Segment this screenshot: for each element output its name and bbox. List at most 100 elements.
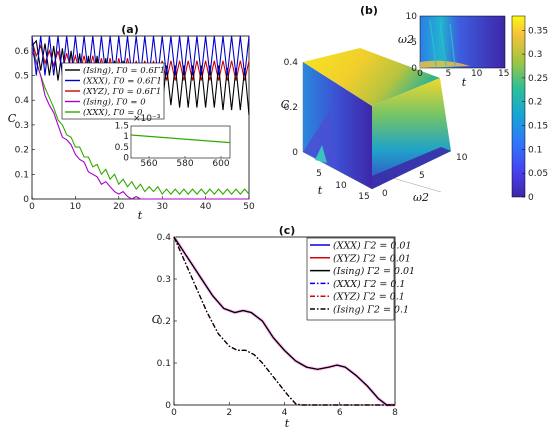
panel-c-label: (c): [279, 224, 296, 237]
panel-a-xtick-label: 50: [243, 202, 255, 212]
panel-c-xtick-label: 6: [337, 408, 343, 418]
panel-c-lines: [172, 236, 395, 407]
panel-b-surface-slope: [372, 78, 451, 189]
panel-a-xtick-label: 10: [70, 202, 82, 212]
panel-b-inset-stripes: [429, 19, 456, 67]
panel-b-inset-map: [419, 15, 506, 69]
panel-b: (b) 0 0.2 0.4 5 10 15 0 5 10 t ω2 C 0 5 10 15 0 5: [281, 4, 548, 204]
panel-b-inset-xtick-label: 5: [445, 69, 451, 79]
panel-c-ticks: 0 2 4 6 8 0 0.1 0.2 0.3 0.4: [157, 233, 398, 418]
panel-b-surface-spike: [315, 145, 327, 163]
panel-a-series-line: [31, 50, 249, 200]
panel-c-ylabel: C: [152, 313, 161, 326]
panel-c-ytick-label: 0: [165, 401, 171, 411]
panel-a-legend-entry: (Ising), Γ0 = 0: [83, 97, 146, 108]
panel-c-legend-entry: (XXX) Γ2 = 0.01: [333, 241, 412, 252]
panel-b-inset-ytick-label: 10: [406, 12, 418, 22]
panel-b-inset-ylabel: ω2: [398, 33, 414, 46]
panel-c-legend-entry: (Ising) Γ2 = 0.1: [333, 305, 409, 316]
panel-c-series-line: [173, 236, 395, 406]
panel-c-ytick-label: 0.2: [157, 317, 171, 327]
panel-a-inset-frame: [130, 125, 231, 159]
panel-b-inset-xtick-label: 0: [417, 69, 423, 79]
panel-c-ytick-label: 0.1: [157, 359, 171, 369]
panel-b-colorbar-tick-label: 0.25: [528, 74, 548, 84]
panel-c-legend-entry: (XYZ) Γ2 = 0.1: [333, 292, 405, 303]
panel-c-xtick-label: 8: [392, 408, 398, 418]
panel-a-series-line: [31, 45, 250, 196]
panel-b-ztick-label: 0: [292, 148, 298, 158]
panel-a-inset-xtick-label: 580: [176, 159, 193, 169]
panel-a-ytick-label: 0: [23, 195, 29, 205]
panel-a-xtick-label: 30: [156, 202, 168, 212]
panel-b-surface-floor-front: [372, 147, 451, 189]
panel-b-ytick-label: 10: [456, 153, 468, 163]
panel-b-colorbar-tick-label: 0: [528, 193, 534, 203]
panel-b-colorbar-tick-label: 0.3: [528, 50, 542, 60]
panel-b-colorbar-tick-label: 0.05: [528, 169, 548, 179]
panel-b-colorbar: 0 0.05 0.1 0.15 0.2 0.25 0.3 0.35: [511, 15, 548, 203]
panel-b-ytick-label: 5: [419, 171, 425, 181]
panel-a-inset-ytick-label: 1: [123, 132, 129, 142]
panel-b-surface-plateau: [303, 48, 440, 106]
panel-a-inset: 560 580 600 00.511.5 ×10⁻³: [115, 114, 231, 169]
panel-b-colorbar-bar: [511, 15, 526, 198]
panel-c-xtick-label: 2: [226, 408, 232, 418]
panel-a-xlabel: t: [138, 209, 143, 222]
panel-b-inset-ytick-label: 5: [411, 38, 417, 48]
panel-a-inset-ytick-label: 0.5: [115, 143, 129, 153]
panel-c-legend: (XXX) Γ2 = 0.01(XYZ) Γ2 = 0.01 (Ising) Γ2…: [306, 237, 415, 321]
panel-a-inset-xtick-label: 560: [140, 159, 157, 169]
panel-b-inset-ytick-label: 0: [411, 64, 417, 74]
panel-c-xtick-label: 4: [282, 408, 288, 418]
panel-b-colorbar-tick-label: 0.35: [528, 26, 548, 36]
panel-a-legend-entry: (XXX), Γ0 = 0.6Γ1: [83, 76, 162, 87]
panel-a-legend-entry: (XXX), Γ0 = 0: [83, 107, 143, 118]
panel-a-ylabel: C: [8, 112, 17, 125]
panel-b-inset-xtick-label: 10: [471, 69, 483, 79]
panel-c-ytick-label: 0.3: [157, 275, 171, 285]
panel-c-xtick-label: 0: [171, 408, 177, 418]
panel-a-inset-xtick-label: 600: [212, 159, 229, 169]
panel-c-legend-entry: (XXX) Γ2 = 0.1: [333, 279, 405, 290]
panel-c-ytick-label: 0.4: [157, 233, 172, 243]
panel-a-ytick-label: 0.5: [15, 72, 29, 82]
panel-b-inset-xlabel: t: [462, 76, 467, 89]
panel-b-colorbar-tick-label: 0.1: [528, 145, 542, 155]
panel-a-ytick-label: 0.4: [15, 96, 30, 106]
panel-b-xtick-label: 5: [316, 169, 322, 179]
panel-b-label: (b): [360, 4, 378, 17]
panel-a-label: (a): [121, 23, 138, 36]
panel-b-ytick-label: 0: [382, 189, 388, 199]
panel-b-xlabel: t: [318, 184, 323, 197]
panel-a-ytick-label: 0.6: [15, 47, 30, 57]
panel-b-inset: 0 5 10 15 0 5 10 t ω2: [398, 12, 509, 89]
panel-a-inset-ytick-label: 1.5: [115, 122, 129, 132]
panel-a-ytick-label: 0.3: [15, 121, 29, 131]
panel-b-xtick-label: 10: [335, 181, 347, 191]
panel-b-xtick-label: 15: [358, 192, 369, 202]
panel-a-xtick-label: 0: [29, 202, 35, 212]
panel-a-inset-line: [130, 134, 231, 144]
panel-b-colorbar-tick-label: 0.15: [528, 122, 548, 132]
panel-b-colorbar-tick-label: 0.2: [528, 98, 542, 108]
panel-a-legend-entry: (Ising), Γ0 = 0.6Γ1: [83, 65, 165, 76]
panel-c-xlabel: t: [285, 417, 290, 430]
panel-c: (c) 0 2 4 6 8 0 0.1 0.2 0.3 0.4 t C (XXX) Γ2 = 0.…: [152, 224, 415, 430]
panel-a-xtick-label: 20: [113, 202, 125, 212]
panel-a-legend-entry: (XYZ), Γ0 = 0.6Γ1: [83, 86, 161, 97]
panel-c-legend-box: [306, 237, 395, 321]
panel-b-ztick-label: 0.2: [284, 103, 298, 113]
panel-b-surface: [303, 48, 451, 189]
panel-a-legend: (Ising), Γ0 = 0.6Γ1(XXX), Γ0 = 0.6Γ1(XYZ…: [61, 62, 165, 120]
panel-a-xtick-label: 40: [200, 202, 212, 212]
panel-b-zlabel: C: [281, 98, 290, 111]
panel-b-surface-ripple: [303, 110, 338, 168]
panel-b-ticks: 0 0.2 0.4 5 10 15 0 5 10: [284, 58, 468, 202]
panel-b-ztick-label: 0.4: [284, 58, 299, 68]
panel-b-inset-bright-band: [420, 60, 470, 68]
panel-b-inset-xtick-label: 15: [498, 69, 509, 79]
